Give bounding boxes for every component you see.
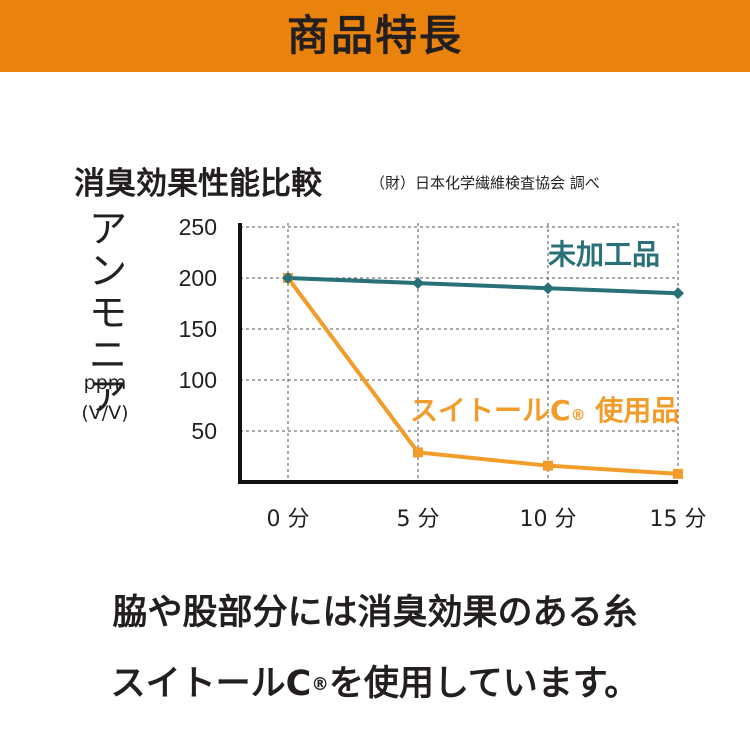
data-point — [542, 282, 554, 295]
data-point — [282, 272, 294, 284]
y-tick-label: 150 — [179, 316, 217, 342]
registered-mark: ® — [311, 675, 329, 695]
data-point — [413, 447, 423, 458]
y-axis-label-char: ア — [88, 207, 127, 251]
y-axis-label-char: モ — [88, 291, 127, 335]
data-point — [543, 460, 553, 471]
y-axis-label-char: ン — [88, 249, 127, 293]
y-tick-label: 200 — [179, 265, 217, 291]
page-title: 商品特長 — [286, 11, 463, 60]
y-axis-label-char: ニ — [88, 333, 127, 377]
data-point — [412, 277, 424, 290]
header-banner — [0, 0, 750, 72]
legend-registered-mark: ® — [571, 406, 586, 424]
y-tick-label: 50 — [191, 418, 217, 444]
data-point — [672, 287, 684, 300]
y-axis-label: ア ン モ ニ ア — [86, 208, 130, 418]
x-tick-label: 10 分 — [520, 507, 577, 532]
legend-suitoru-c-suffix: 使用品 — [586, 394, 680, 427]
y-tick-label: 250 — [179, 214, 217, 240]
data-point — [673, 468, 683, 479]
legend-suitoru-c: スイトールC® 使用品 — [410, 394, 679, 427]
caption-line-1: 脇や股部分には消臭効果のある糸 — [112, 593, 638, 633]
series-line — [287, 276, 679, 296]
x-tick-label: 15 分 — [650, 507, 707, 532]
chart-title: 消臭効果性能比較 — [74, 166, 322, 202]
legend-untreated: 未加工品 — [548, 238, 660, 271]
caption-line-2: スイトールC®を使用しています。 — [0, 655, 750, 706]
x-tick-label: 5 分 — [397, 507, 440, 532]
caption-line-2-text: を使用しています。 — [328, 664, 640, 704]
chart-source: （財）日本化学繊維検査協会 調べ — [370, 174, 600, 192]
x-tick-label: 0 分 — [267, 507, 310, 532]
y-tick-label: 100 — [179, 367, 217, 393]
y-axis-unit-ratio: (V/V) — [81, 402, 129, 424]
legend-suitoru-c-name: スイトールC — [410, 394, 571, 427]
y-axis-unit: ppm — [83, 372, 127, 394]
y-axis-label-char: ア — [88, 375, 127, 419]
series-line — [286, 276, 679, 476]
caption-product-name: スイトールC — [110, 664, 312, 704]
